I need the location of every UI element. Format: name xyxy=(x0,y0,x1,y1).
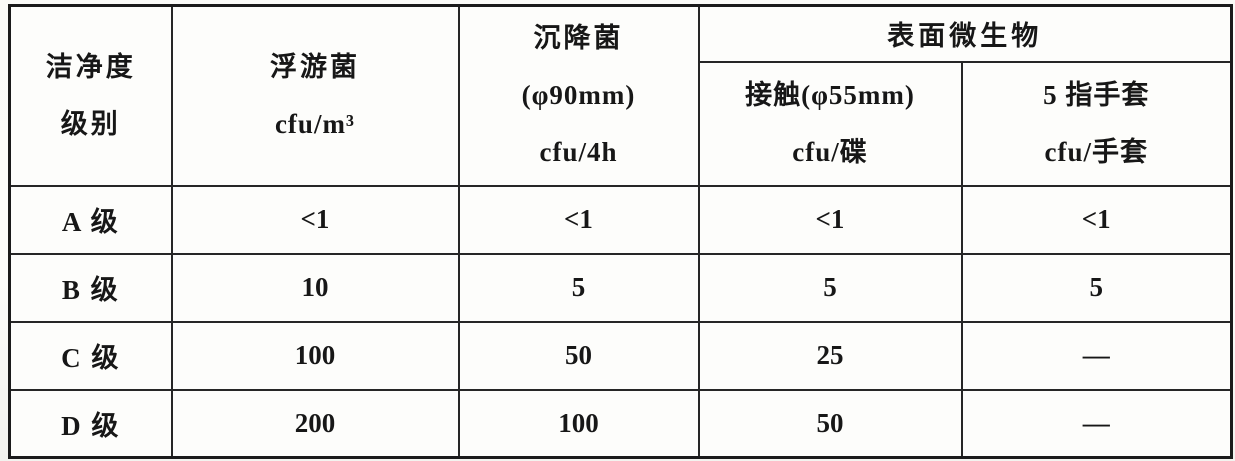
header-settle-line3: cfu/4h xyxy=(539,137,618,168)
airborne-value-cell: <1 xyxy=(170,184,460,255)
grade-cell: C 级 xyxy=(8,320,173,391)
glove-value-cell: — xyxy=(960,320,1233,391)
settle-value-cell: <1 xyxy=(457,184,700,255)
airborne-value-cell: 10 xyxy=(170,252,460,323)
cleanliness-limits-table: 洁净度 级别 浮游菌 cfu/m³ 沉降菌 (φ90mm) cfu/4h 表面微… xyxy=(8,4,1233,459)
airborne-value-cell: 200 xyxy=(170,388,460,459)
header-settle-cell: 沉降菌 (φ90mm) cfu/4h xyxy=(457,4,700,187)
glove-value-cell: — xyxy=(960,388,1233,459)
header-glove-line2: cfu/手套 xyxy=(1044,136,1148,167)
header-contact-line1: 接触(φ55mm) xyxy=(745,79,915,110)
header-glove-cell: 5 指手套 cfu/手套 xyxy=(960,60,1233,187)
glove-value-cell: 5 xyxy=(960,252,1233,323)
header-contact-cell: 接触(φ55mm) cfu/碟 xyxy=(697,60,963,187)
table-row-grade-b: B 级 10 5 5 5 xyxy=(8,252,1233,323)
settle-value-cell: 5 xyxy=(457,252,700,323)
table-row-grade-d: D 级 200 100 50 — xyxy=(8,388,1233,459)
contact-value-cell: 5 xyxy=(697,252,963,323)
contact-value-cell: 25 xyxy=(697,320,963,391)
table-row-grade-c: C 级 100 50 25 — xyxy=(8,320,1233,391)
contact-value-cell: 50 xyxy=(697,388,963,459)
header-airborne-cell: 浮游菌 cfu/m³ xyxy=(170,4,460,187)
header-grade-cell: 洁净度 级别 xyxy=(8,4,173,187)
header-grade-line2: 级别 xyxy=(60,108,121,139)
grade-cell: D 级 xyxy=(8,388,173,459)
header-surface-group-label: 表面微生物 xyxy=(887,21,1043,52)
header-grade-line1: 洁净度 xyxy=(45,51,136,82)
header-airborne-line1: 浮游菌 xyxy=(270,51,360,82)
grade-cell: A 级 xyxy=(8,184,173,255)
header-glove-line1: 5 指手套 xyxy=(1043,79,1150,110)
header-row-sub: 接触(φ55mm) cfu/碟 5 指手套 cfu/手套 xyxy=(10,60,1233,187)
settle-value-cell: 50 xyxy=(457,320,700,391)
header-row-top: 洁净度 级别 浮游菌 cfu/m³ 沉降菌 (φ90mm) cfu/4h 表面微… xyxy=(8,4,1233,187)
glove-value-cell: <1 xyxy=(960,184,1233,255)
header-contact-line2: cfu/碟 xyxy=(792,136,868,167)
airborne-value-cell: 100 xyxy=(170,320,460,391)
settle-value-cell: 100 xyxy=(457,388,700,459)
header-settle-line2: (φ90mm) xyxy=(521,80,636,111)
grade-cell: B 级 xyxy=(8,252,173,323)
header-surface-group-cell: 表面微生物 xyxy=(697,4,1233,63)
contact-value-cell: <1 xyxy=(697,184,963,255)
table-row-grade-a: A 级 <1 <1 <1 <1 xyxy=(8,184,1233,255)
header-settle-line1: 沉降菌 xyxy=(533,23,624,54)
header-airborne-line2: cfu/m³ xyxy=(274,108,356,139)
